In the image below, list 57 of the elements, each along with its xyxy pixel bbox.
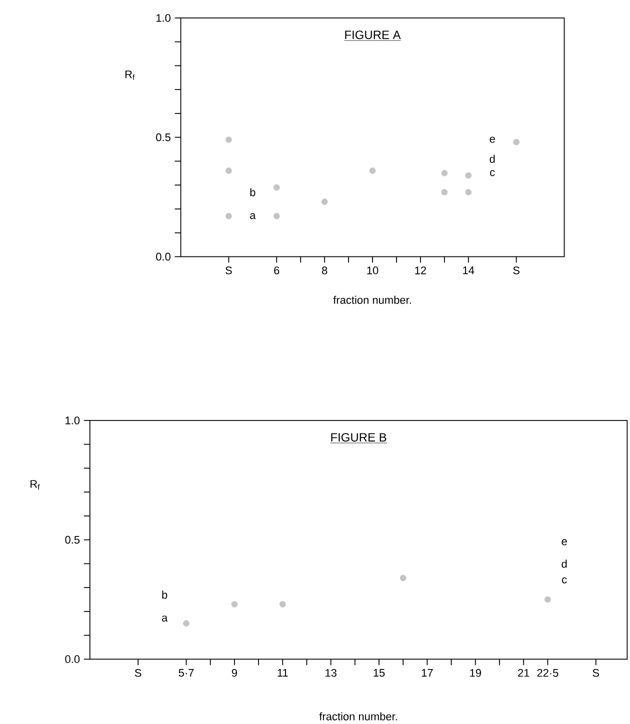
point <box>273 212 280 220</box>
point <box>231 601 238 608</box>
x-axis-title: fraction number. <box>333 296 411 304</box>
x-tick-label: S <box>592 669 599 677</box>
text: FIGURE B <box>331 433 386 442</box>
x-tick-label: 19 <box>470 669 481 677</box>
annotation: a <box>250 213 256 220</box>
y-axis-title: R$_{f}$ <box>30 480 40 490</box>
y-tick-label: 1.0 <box>65 416 80 424</box>
annotation: a <box>162 616 168 622</box>
annotation: e <box>562 539 567 546</box>
x-tick-label: 9 <box>232 669 237 677</box>
x-tick-label: S <box>225 266 232 274</box>
x-axis-title: fraction number. <box>319 712 397 720</box>
annotation: c <box>562 577 567 584</box>
point <box>513 138 520 146</box>
y-tick-label: 0.5 <box>156 133 170 142</box>
x-tick-label: 15 <box>374 669 385 677</box>
point <box>225 212 232 220</box>
point <box>465 189 472 196</box>
y-tick-label: 0.0 <box>65 655 80 664</box>
point <box>182 620 190 627</box>
x-tick-label: 11 <box>278 669 288 677</box>
point <box>369 168 376 174</box>
x-tick-label: 21 <box>518 669 530 677</box>
x-tick-label: 13 <box>325 669 336 677</box>
annotation: c <box>490 170 495 176</box>
x-tick-label: 10 <box>367 266 378 274</box>
annotation: b <box>162 590 168 599</box>
y-tick-label: 0.5 <box>65 536 80 544</box>
x-tick-label: 22·5 <box>537 669 558 677</box>
annotation: d <box>490 154 495 163</box>
x-tick-label: 6 <box>274 266 280 274</box>
annotation: b <box>250 188 256 196</box>
x-tick-label: 5·7 <box>178 669 194 677</box>
y-axis-title: R$_{f}$ <box>125 70 135 80</box>
point <box>400 574 406 582</box>
x-tick-label: 8 <box>322 266 328 274</box>
point <box>441 189 448 196</box>
y-tick-label: 0.0 <box>156 252 170 261</box>
x-tick-label: 14 <box>463 266 474 274</box>
point <box>465 172 472 179</box>
x-tick-label: 17 <box>422 669 433 677</box>
x-tick-label: 12 <box>415 266 426 274</box>
point <box>225 136 232 143</box>
annotation: e <box>490 136 495 143</box>
point <box>321 198 328 205</box>
x-tick-label: S <box>134 669 142 677</box>
point <box>544 596 551 603</box>
x-tick-label: S <box>513 266 520 274</box>
point <box>279 601 286 608</box>
point <box>225 168 232 174</box>
text: FIGURE A <box>345 30 401 40</box>
annotation: d <box>562 560 567 568</box>
point <box>441 170 448 176</box>
point <box>273 184 280 191</box>
y-tick-label: 1.0 <box>156 14 170 22</box>
